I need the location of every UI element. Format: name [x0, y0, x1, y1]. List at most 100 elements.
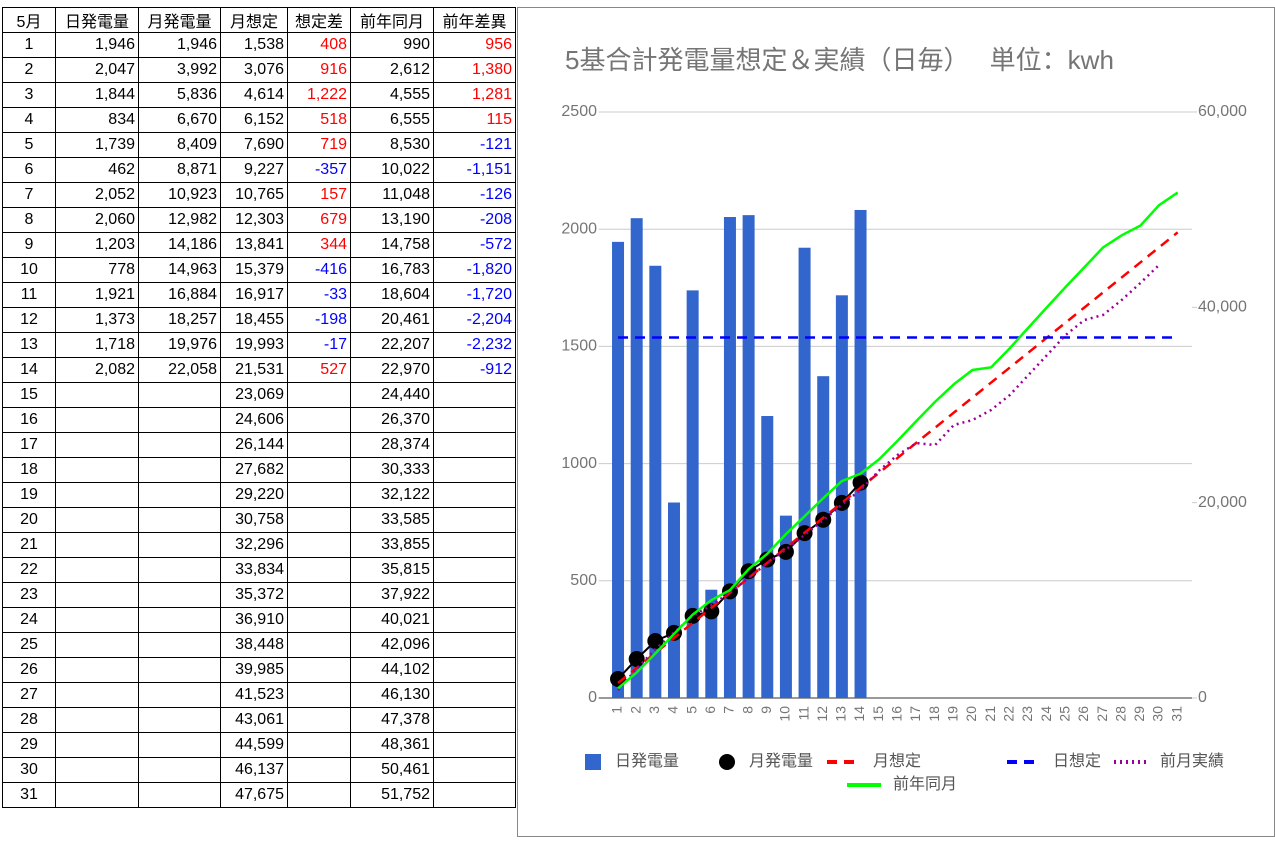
table-cell: 10	[2, 257, 56, 283]
table-cell: 1,373	[55, 307, 139, 333]
table-cell: 46,130	[350, 682, 434, 708]
table-cell: 6,555	[350, 107, 434, 133]
x-tick-label: 27	[1094, 706, 1110, 722]
table-cell: 6,670	[138, 107, 221, 133]
table-cell: 20,461	[350, 307, 434, 333]
point	[777, 543, 794, 560]
column-header: 5月	[2, 7, 56, 33]
table-cell: 916	[287, 57, 351, 83]
table-cell: 9	[2, 232, 56, 258]
table-cell: 37,922	[350, 582, 434, 608]
data-table: 5月 日発電量 月発電量 月想定 想定差 前年同月 前年差異 1 1,946 1,946 1,538…	[2, 7, 516, 808]
table-cell: 39,985	[220, 657, 288, 683]
table-cell: 8,871	[138, 157, 221, 183]
table-row: 15 23,069 24,440	[2, 382, 516, 408]
table-cell	[433, 632, 516, 658]
table-cell	[433, 482, 516, 508]
x-tick-label: 9	[758, 706, 774, 714]
x-tick-label: 8	[739, 706, 755, 714]
table-row: 29 44,599 48,361	[2, 732, 516, 758]
y2-tick-label: 20,000	[1198, 494, 1247, 511]
column-header: 前年差異	[433, 7, 516, 33]
table-cell	[433, 757, 516, 783]
table-cell	[138, 432, 221, 458]
table-cell: 2,612	[350, 57, 434, 83]
table-cell	[433, 582, 516, 608]
table-cell	[287, 507, 351, 533]
table-cell	[433, 607, 516, 633]
table-cell: -912	[433, 357, 516, 383]
table-cell: -1,720	[433, 282, 516, 308]
table-cell: -126	[433, 182, 516, 208]
table-cell	[138, 657, 221, 683]
table-cell	[287, 532, 351, 558]
table-cell	[433, 657, 516, 683]
table-cell	[433, 382, 516, 408]
table-cell: 3	[2, 82, 56, 108]
table-cell: 44,102	[350, 657, 434, 683]
table-cell: 24,606	[220, 407, 288, 433]
table-cell: 36,910	[220, 607, 288, 633]
table-cell: 50,461	[350, 757, 434, 783]
table-cell: 44,599	[220, 732, 288, 758]
column-header: 月想定	[220, 7, 288, 33]
table-cell: 29,220	[220, 482, 288, 508]
table-row: 12 1,373 18,257 18,455 -198 20,461 -2,204	[2, 307, 516, 333]
table-cell: 30	[2, 757, 56, 783]
table-cell: 2,082	[55, 357, 139, 383]
table-cell: 27	[2, 682, 56, 708]
table-cell: 16,783	[350, 257, 434, 283]
table-cell	[138, 707, 221, 733]
table-cell: 46,137	[220, 757, 288, 783]
table-cell	[433, 407, 516, 433]
table-row: 27 41,523 46,130	[2, 682, 516, 708]
table-cell: 19,993	[220, 332, 288, 358]
table-cell: 43,061	[220, 707, 288, 733]
table-cell: 19	[2, 482, 56, 508]
table-cell	[55, 457, 139, 483]
x-tick-label: 13	[833, 706, 849, 722]
table-row: 7 2,052 10,923 10,765 157 11,048 -126	[2, 182, 516, 208]
table-cell: 7,690	[220, 132, 288, 158]
table-cell	[433, 457, 516, 483]
table-cell	[287, 557, 351, 583]
bar	[854, 209, 867, 699]
table-cell	[55, 507, 139, 533]
column-header: 日発電量	[55, 7, 139, 33]
table-cell: 14,758	[350, 232, 434, 258]
table-cell: 10,923	[138, 182, 221, 208]
table-cell: 24,440	[350, 382, 434, 408]
column-header: 月発電量	[138, 7, 221, 33]
table-row: 25 38,448 42,096	[2, 632, 516, 658]
table-cell: 22,058	[138, 357, 221, 383]
table-cell: 22,970	[350, 357, 434, 383]
table-row: 4 834 6,670 6,152 518 6,555 115	[2, 107, 516, 133]
legend-swatch	[585, 754, 601, 770]
bar	[630, 218, 643, 698]
table-cell	[287, 457, 351, 483]
table-cell	[138, 757, 221, 783]
table-row: 31 47,675 51,752	[2, 782, 516, 808]
table-cell: 10,022	[350, 157, 434, 183]
table-cell: -416	[287, 257, 351, 283]
table-cell: 14	[2, 357, 56, 383]
column-header: 想定差	[287, 7, 351, 33]
x-tick-label: 29	[1131, 706, 1147, 722]
table-cell: 47,378	[350, 707, 434, 733]
y-tick-label: 500	[570, 572, 597, 589]
table-row: 23 35,372 37,922	[2, 582, 516, 608]
table-cell: 30,333	[350, 457, 434, 483]
table-cell: 40,021	[350, 607, 434, 633]
table-cell	[138, 732, 221, 758]
table-cell: 21,531	[220, 357, 288, 383]
x-tick-label: 15	[870, 706, 886, 722]
table-row: 6 462 8,871 9,227 -357 10,022 -1,151	[2, 157, 516, 183]
table-cell	[55, 557, 139, 583]
table-cell: 8,409	[138, 132, 221, 158]
table-cell: 25	[2, 632, 56, 658]
point	[815, 511, 832, 528]
table-row: 18 27,682 30,333	[2, 457, 516, 483]
table-cell	[138, 607, 221, 633]
table-cell	[433, 507, 516, 533]
